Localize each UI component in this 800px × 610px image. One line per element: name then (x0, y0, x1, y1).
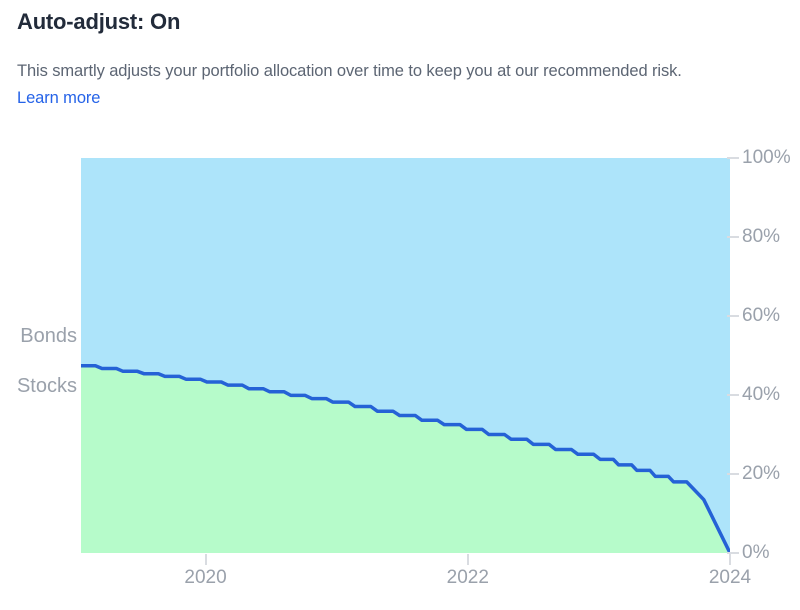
y-axis-label: 20% (742, 463, 781, 484)
y-axis-label: 0% (742, 542, 770, 563)
y-axis-label: 80% (742, 226, 781, 247)
stocks-label: Stocks (16, 375, 77, 397)
y-axis-tick (727, 157, 739, 159)
y-axis-tick (727, 394, 739, 396)
y-axis-label: 60% (742, 305, 781, 326)
x-axis-tick (729, 554, 731, 565)
y-axis-label: 40% (742, 384, 781, 405)
page-title: Auto-adjust: On (17, 9, 181, 34)
chart-plot-area (81, 158, 730, 553)
y-axis-tick (727, 552, 739, 554)
y-axis-tick (727, 315, 739, 317)
x-axis-tick (204, 554, 207, 565)
allocation-line (81, 364, 730, 553)
description-text: This smartly adjusts your portfolio allo… (17, 62, 682, 80)
x-axis-tick (466, 554, 469, 565)
y-axis-tick (727, 236, 739, 238)
x-axis-label: 2022 (446, 567, 489, 588)
learn-more-link[interactable]: Learn more (17, 89, 101, 107)
bonds-label: Bonds (20, 325, 77, 347)
stocks-area (81, 365, 730, 553)
x-axis-label: 2024 (708, 567, 752, 588)
y-axis-label: 100% (742, 147, 791, 168)
x-axis-label: 2020 (184, 567, 227, 588)
y-axis-tick (727, 473, 739, 475)
